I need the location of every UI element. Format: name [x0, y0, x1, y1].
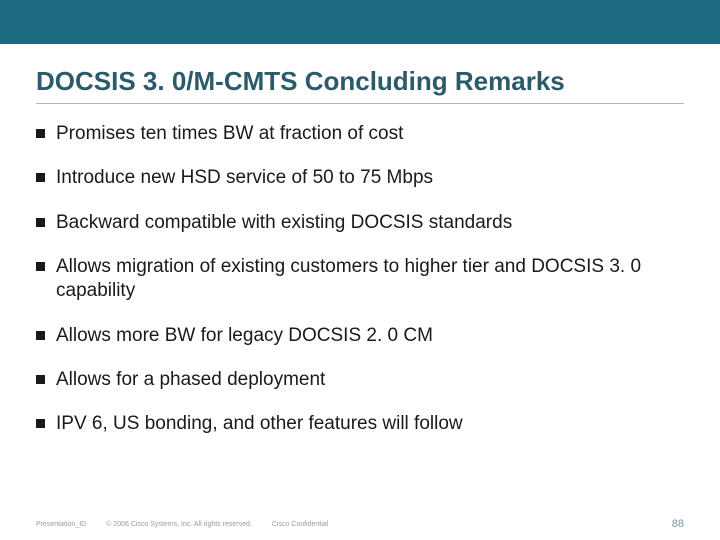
list-item: Allows more BW for legacy DOCSIS 2. 0 CM — [36, 324, 684, 348]
title-divider — [36, 103, 684, 104]
list-item: Introduce new HSD service of 50 to 75 Mb… — [36, 166, 684, 190]
list-item: Backward compatible with existing DOCSIS… — [36, 211, 684, 235]
list-item: Allows migration of existing customers t… — [36, 255, 684, 304]
footer-confidential: Cisco Confidential — [272, 521, 328, 528]
list-item: Allows for a phased deployment — [36, 368, 684, 392]
header-bar — [0, 0, 720, 44]
slide-title: DOCSIS 3. 0/M-CMTS Concluding Remarks — [36, 66, 684, 97]
list-item: IPV 6, US bonding, and other features wi… — [36, 412, 684, 436]
footer-presentation-id: Presentation_ID — [36, 521, 86, 528]
bullet-list: Promises ten times BW at fraction of cos… — [36, 122, 684, 437]
footer-page-number: 88 — [672, 518, 684, 530]
slide-content: DOCSIS 3. 0/M-CMTS Concluding Remarks Pr… — [0, 44, 720, 437]
list-item: Promises ten times BW at fraction of cos… — [36, 122, 684, 146]
slide-footer: Presentation_ID © 2006 Cisco Systems, In… — [0, 518, 720, 530]
footer-copyright: © 2006 Cisco Systems, Inc. All rights re… — [106, 521, 252, 528]
